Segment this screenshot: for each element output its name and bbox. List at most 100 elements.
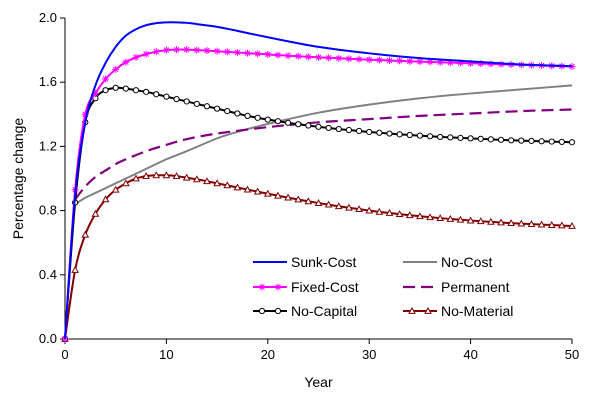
data-point-fixed-cost	[436, 58, 444, 66]
legend-marker	[258, 307, 266, 315]
data-point-fixed-cost	[244, 49, 252, 57]
series-no-capital	[61, 84, 576, 343]
data-point-fixed-cost	[274, 51, 282, 59]
data-point-no-material	[568, 221, 576, 229]
data-point-fixed-cost	[304, 53, 312, 61]
data-point-no-material	[132, 174, 140, 182]
data-point-no-material	[274, 191, 282, 199]
data-point-fixed-cost	[173, 46, 181, 54]
data-point-fixed-cost	[375, 56, 383, 64]
data-point-no-material	[497, 218, 505, 226]
y-tick-label: 0.8	[39, 203, 57, 218]
data-point-no-material	[152, 171, 161, 179]
legend-label: No-Material	[441, 303, 513, 319]
y-tick-label: 0.4	[39, 267, 57, 282]
data-point-no-capital	[538, 138, 545, 145]
data-point-fixed-cost	[112, 65, 120, 73]
data-point-fixed-cost	[315, 53, 322, 61]
data-point-no-capital	[558, 138, 565, 146]
series-line-sunk-cost	[64, 21, 573, 340]
data-point-fixed-cost	[385, 57, 393, 65]
data-point-no-capital	[234, 110, 241, 117]
data-point-fixed-cost	[365, 56, 373, 64]
data-point-no-material	[416, 212, 424, 220]
data-point-no-capital	[447, 134, 454, 141]
data-point-no-capital	[284, 119, 292, 126]
series-line-permanent	[74, 108, 573, 201]
data-point-no-capital	[244, 112, 251, 120]
data-point-fixed-cost	[223, 48, 231, 56]
y-tick-label: 1.6	[39, 74, 57, 89]
series-line-fixed-cost	[64, 48, 573, 340]
x-tick-label: 0	[61, 347, 68, 362]
data-point-no-capital	[264, 116, 271, 123]
data-point-no-material	[517, 219, 526, 227]
data-point-no-capital	[497, 136, 505, 143]
data-point-no-material	[233, 183, 242, 191]
data-point-no-capital	[518, 137, 525, 144]
legend-label: Permanent	[441, 279, 510, 295]
data-point-no-material	[162, 171, 171, 179]
data-point-fixed-cost	[152, 48, 160, 56]
data-point-fixed-cost	[416, 58, 424, 66]
x-tick-label: 30	[362, 347, 376, 362]
data-point-no-material	[385, 208, 394, 216]
legend-item-no-cost: No-Cost	[403, 254, 492, 270]
legend-marker	[408, 306, 416, 314]
series-fixed-cost	[61, 46, 576, 343]
data-point-fixed-cost	[264, 50, 272, 58]
series-line-no-cost	[74, 84, 573, 206]
data-point-fixed-cost	[487, 60, 495, 68]
data-point-no-material	[192, 175, 201, 183]
data-point-no-material	[121, 179, 130, 187]
data-point-no-material	[203, 177, 211, 185]
data-point-no-capital	[183, 98, 190, 105]
data-point-fixed-cost	[294, 52, 302, 60]
data-point-no-material	[142, 172, 150, 179]
series-sunk-cost	[64, 21, 573, 340]
data-point-no-capital	[355, 127, 363, 135]
data-point-no-capital	[406, 131, 413, 139]
data-point-fixed-cost	[406, 57, 414, 65]
data-point-no-capital	[396, 131, 403, 138]
data-point-no-capital	[548, 138, 555, 145]
data-point-no-capital	[416, 132, 423, 139]
data-point-no-material	[355, 205, 363, 213]
data-point-no-capital	[528, 137, 535, 145]
data-point-no-material	[91, 209, 100, 217]
data-point-no-capital	[366, 128, 373, 136]
data-point-no-capital	[193, 100, 200, 107]
data-point-no-material	[101, 195, 110, 203]
data-point-no-capital	[568, 139, 576, 146]
data-point-no-material	[558, 221, 566, 229]
data-point-no-material	[304, 197, 313, 205]
x-tick-label: 40	[463, 347, 477, 362]
data-point-fixed-cost	[102, 75, 110, 83]
x-tick-label: 20	[261, 347, 275, 362]
data-point-no-capital	[437, 133, 444, 141]
data-point-no-capital	[254, 114, 261, 121]
data-point-no-material	[253, 187, 262, 195]
data-point-no-material	[172, 172, 181, 179]
data-point-fixed-cost	[213, 47, 221, 55]
series-no-material	[61, 171, 576, 342]
data-point-no-capital	[132, 87, 140, 94]
data-point-no-capital	[224, 107, 231, 115]
data-point-fixed-cost	[325, 54, 333, 62]
y-tick-label: 0.0	[39, 331, 57, 346]
legend-item-no-material: No-Material	[403, 303, 513, 319]
data-point-fixed-cost	[355, 55, 363, 63]
data-point-fixed-cost	[345, 55, 353, 63]
legend-label: No-Capital	[291, 303, 357, 319]
data-point-fixed-cost	[396, 57, 404, 65]
legend: Sunk-Cost No-Cost Fixed-Cost Permanent No-Ca…	[253, 254, 513, 319]
data-point-no-material	[375, 207, 384, 215]
data-point-no-capital	[345, 126, 353, 134]
data-point-no-material	[426, 213, 434, 221]
axes: 0.0 0.4 0.8 1.2 1.6 2.0 0 10 20 30 40 50	[39, 10, 579, 362]
data-point-no-material	[537, 220, 546, 228]
data-point-no-material	[71, 265, 79, 273]
legend-marker	[424, 306, 432, 314]
legend-item-no-capital: No-Capital	[253, 303, 357, 319]
data-point-no-material	[466, 216, 475, 224]
